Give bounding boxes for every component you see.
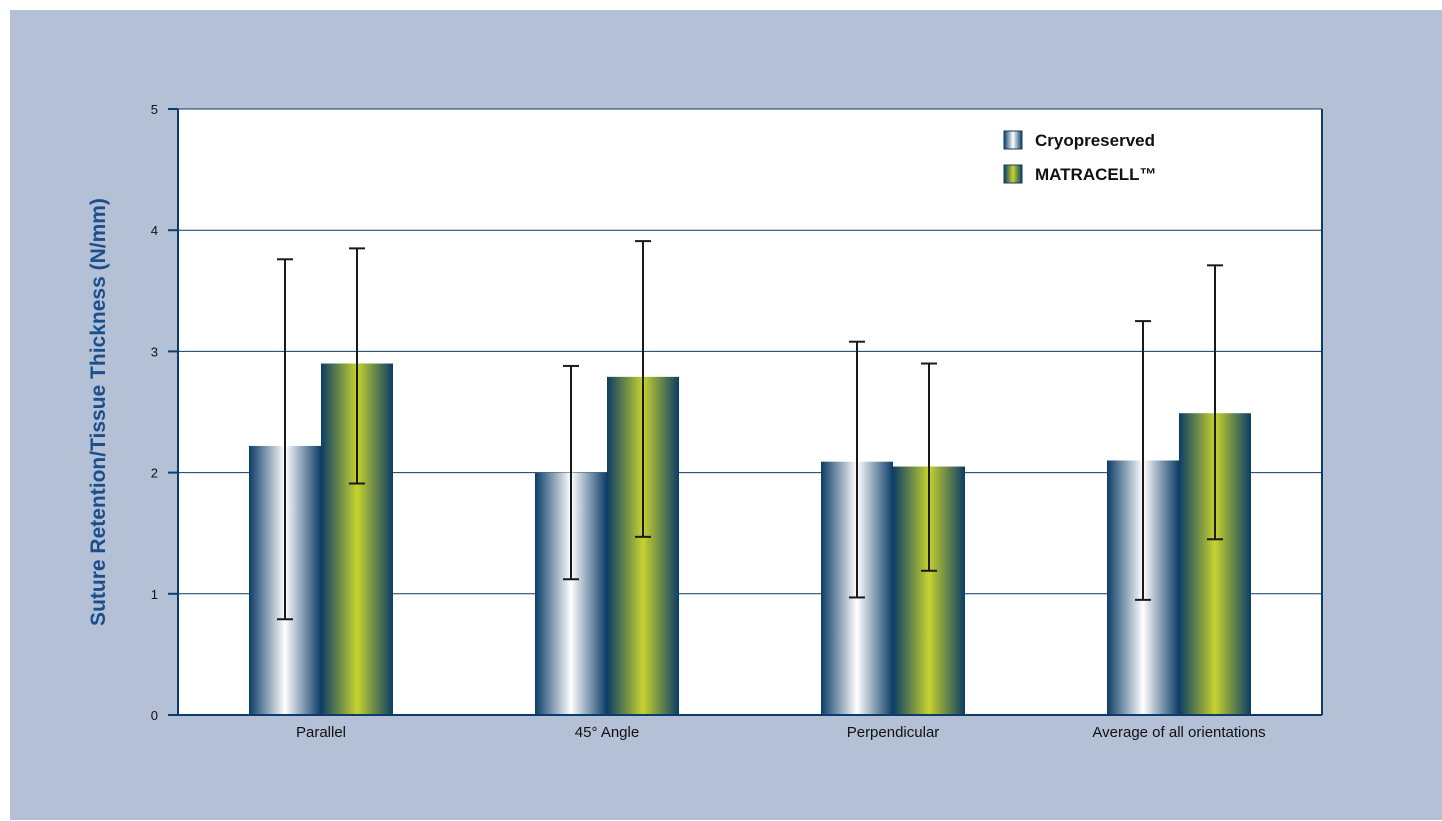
x-category-label: Perpendicular [847, 724, 940, 741]
x-category-label: 45° Angle [575, 724, 639, 741]
y-tick-label: 4 [151, 223, 158, 238]
x-category-label: Average of all orientations [1092, 724, 1265, 741]
legend-swatch [1003, 164, 1023, 184]
y-tick-label: 5 [151, 102, 158, 117]
legend-label: Cryopreserved [1035, 131, 1155, 150]
y-tick-label: 1 [151, 587, 158, 602]
y-axis-label: Suture Retention/Tissue Thickness (N/mm) [87, 198, 110, 626]
legend-swatch [1003, 130, 1023, 150]
legend-label: MATRACELL™ [1035, 165, 1157, 184]
y-tick-label: 3 [151, 344, 158, 359]
y-tick-label: 0 [151, 708, 158, 723]
x-category-label: Parallel [296, 724, 346, 741]
y-tick-label: 2 [151, 466, 158, 481]
